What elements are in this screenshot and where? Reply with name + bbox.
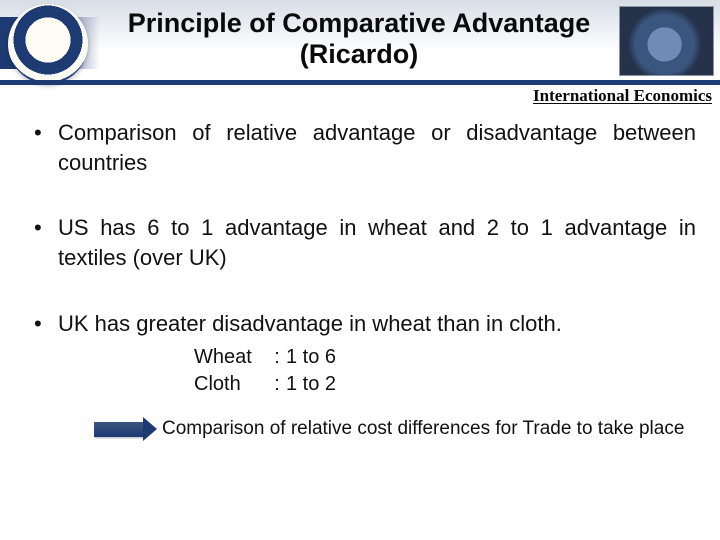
title-line-1: Principle of Comparative Advantage: [108, 8, 610, 39]
ratio-value: 1 to 2: [286, 371, 336, 398]
institution-logo: [8, 4, 88, 84]
bullet-item: • Comparison of relative advantage or di…: [34, 118, 696, 177]
bullet-text: US has 6 to 1 advantage in wheat and 2 t…: [58, 213, 696, 272]
bullet-text: UK has greater disadvantage in wheat tha…: [58, 309, 696, 339]
ratio-colon: :: [268, 344, 286, 371]
course-subtitle: International Economics: [533, 86, 712, 106]
ratio-block: Wheat : 1 to 6 Cloth : 1 to 2: [194, 344, 696, 398]
globe-image: [619, 6, 714, 76]
bullet-marker: •: [34, 213, 58, 272]
ratio-value: 1 to 6: [286, 344, 336, 371]
bullet-item: • UK has greater disadvantage in wheat t…: [34, 309, 696, 339]
bullet-text: Comparison of relative advantage or disa…: [58, 118, 696, 177]
slide-title: Principle of Comparative Advantage (Rica…: [108, 8, 610, 70]
arrow-icon: [94, 422, 144, 437]
header-divider: [0, 80, 720, 85]
slide-content: • Comparison of relative advantage or di…: [34, 118, 696, 440]
bullet-item: • US has 6 to 1 advantage in wheat and 2…: [34, 213, 696, 272]
ratio-row: Wheat : 1 to 6: [194, 344, 696, 371]
conclusion-row: Comparison of relative cost differences …: [94, 418, 696, 440]
ratio-row: Cloth : 1 to 2: [194, 371, 696, 398]
title-line-2: (Ricardo): [108, 39, 610, 70]
ratio-label: Cloth: [194, 371, 268, 398]
ratio-colon: :: [268, 371, 286, 398]
ratio-label: Wheat: [194, 344, 268, 371]
bullet-marker: •: [34, 118, 58, 177]
bullet-marker: •: [34, 309, 58, 339]
conclusion-text: Comparison of relative cost differences …: [162, 418, 684, 440]
slide-header: Principle of Comparative Advantage (Rica…: [0, 0, 720, 94]
